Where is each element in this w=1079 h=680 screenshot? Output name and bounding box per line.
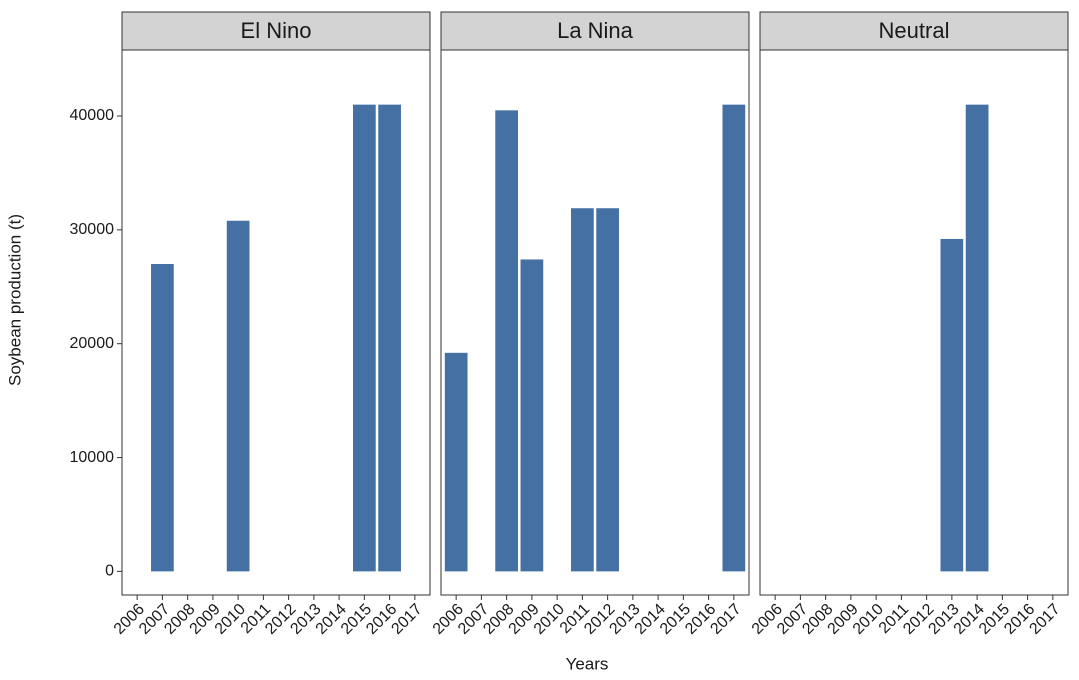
facet-strip <box>440 11 750 51</box>
y-tick-label: 30000 <box>70 221 115 238</box>
y-tick-label: 20000 <box>70 335 115 352</box>
bar <box>444 352 468 572</box>
bar <box>151 264 174 572</box>
bar <box>571 208 594 572</box>
facet-title: El Nino <box>241 18 312 43</box>
bar <box>353 104 376 572</box>
x-axis-label: Years <box>566 654 609 673</box>
y-tick-label: 40000 <box>70 107 115 124</box>
x-tick-label: 2017 <box>707 601 744 638</box>
bar <box>722 104 746 572</box>
y-tick-label: 10000 <box>70 449 115 466</box>
x-tick-label: 2017 <box>1026 601 1063 638</box>
bar <box>226 220 250 572</box>
y-tick-label: 0 <box>105 563 114 580</box>
bar <box>940 238 964 572</box>
y-axis-label: Soybean production (t) <box>5 214 24 386</box>
facet-title: Neutral <box>879 18 950 43</box>
facet-strip <box>759 11 1069 51</box>
panel <box>759 49 1069 596</box>
facet-title: La Nina <box>557 18 634 43</box>
bar <box>378 104 401 572</box>
facet-strip <box>121 11 431 51</box>
x-tick-label: 2017 <box>388 601 425 638</box>
bar <box>965 104 989 572</box>
bar <box>520 259 544 572</box>
bar <box>596 208 619 572</box>
bar <box>495 110 518 572</box>
panel <box>440 49 750 596</box>
